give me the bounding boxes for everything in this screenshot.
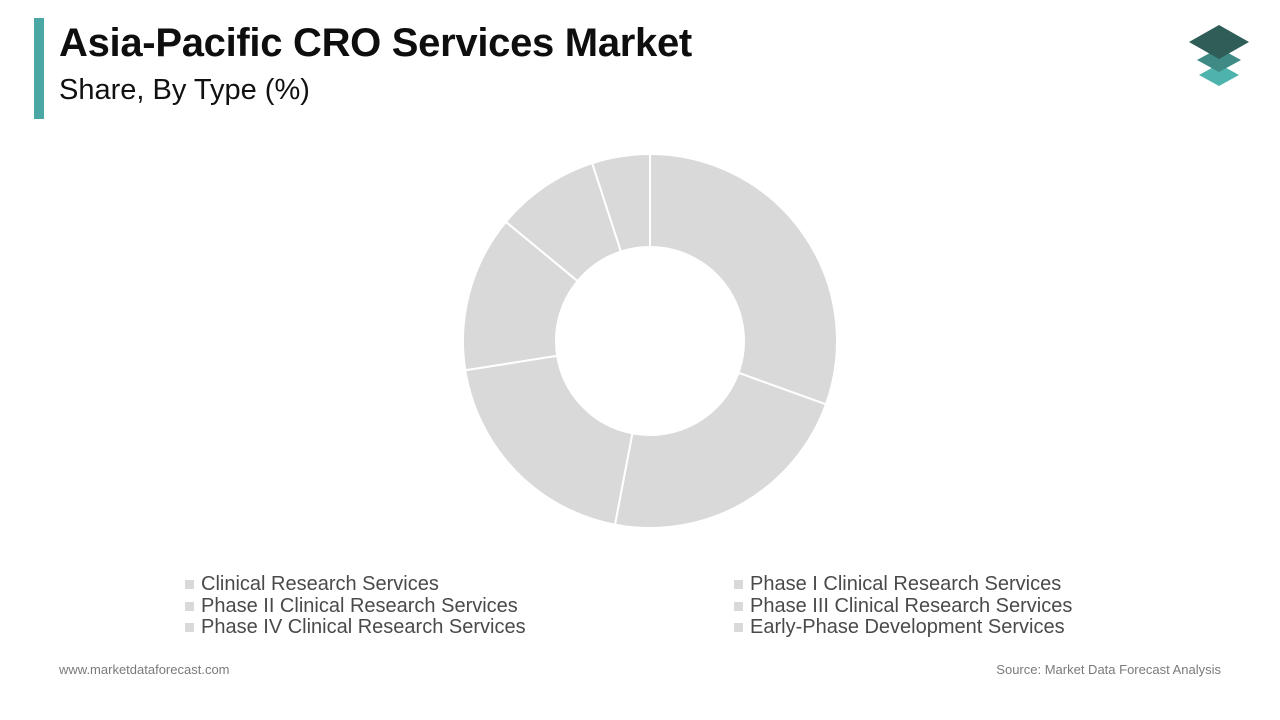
legend-swatch	[185, 623, 194, 632]
title-accent-bar	[34, 18, 44, 119]
legend-label: Phase II Clinical Research Services	[201, 595, 518, 617]
donut-slice-2	[613, 371, 828, 529]
chart-legend: Clinical Research Services Phase I Clinic…	[185, 573, 1125, 640]
legend-label: Phase I Clinical Research Services	[750, 573, 1062, 595]
legend-item: Phase I Clinical Research Services	[734, 573, 1062, 595]
donut-slice-4	[462, 220, 579, 372]
legend-swatch	[734, 580, 743, 589]
legend-item: Phase II Clinical Research Services	[185, 595, 518, 617]
legend-label: Early-Phase Development Services	[750, 616, 1065, 638]
stacked-layers-logo-icon	[1189, 25, 1249, 86]
donut-slice-3	[464, 354, 634, 526]
footer-website: www.marketdataforecast.com	[59, 662, 230, 677]
legend-swatch	[185, 602, 194, 611]
legend-label: Phase IV Clinical Research Services	[201, 616, 526, 638]
logo-layer-middle	[1197, 48, 1241, 72]
footer-source: Source: Market Data Forecast Analysis	[996, 662, 1221, 677]
donut-slice-1	[649, 152, 838, 406]
legend-item: Early-Phase Development Services	[734, 616, 1065, 638]
legend-item: Clinical Research Services	[185, 573, 439, 595]
donut-slice-5	[504, 161, 623, 283]
logo-layer-bottom	[1199, 64, 1239, 86]
legend-swatch	[734, 623, 743, 632]
legend-swatch	[185, 580, 194, 589]
page-title: Asia-Pacific CRO Services Market	[59, 21, 692, 65]
legend-swatch	[734, 602, 743, 611]
donut-slice-6	[590, 152, 651, 253]
page-subtitle: Share, By Type (%)	[59, 74, 310, 106]
legend-item: Phase III Clinical Research Services	[734, 595, 1073, 617]
legend-label: Clinical Research Services	[201, 573, 439, 595]
legend-label: Phase III Clinical Research Services	[750, 595, 1073, 617]
legend-item: Phase IV Clinical Research Services	[185, 616, 526, 638]
logo-layer-top	[1189, 25, 1249, 59]
